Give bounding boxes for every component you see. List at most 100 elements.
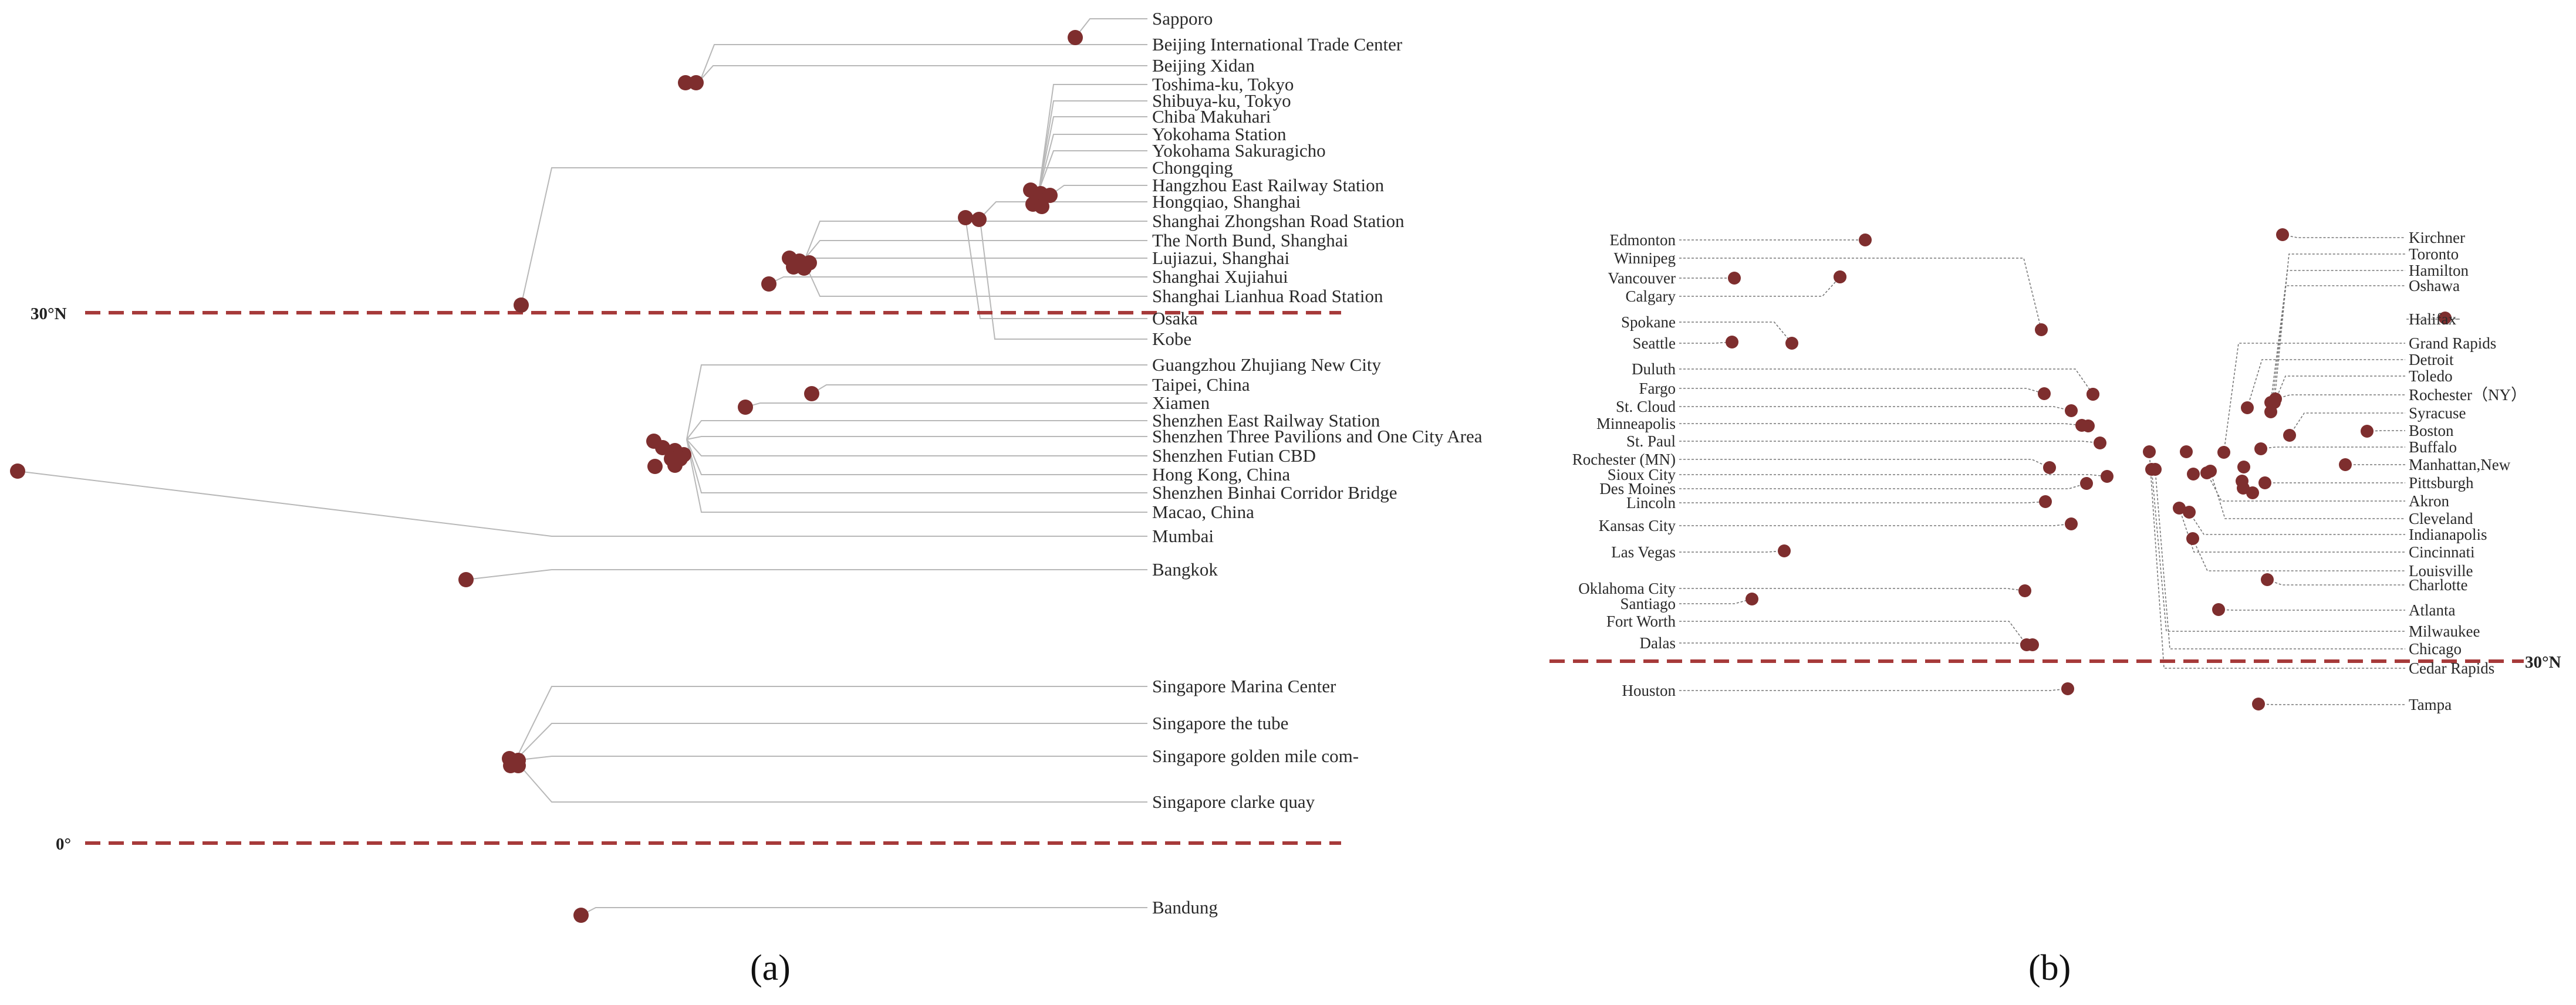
leader-line: [2192, 538, 2405, 571]
city-point: [1042, 188, 1058, 203]
leader-line: [805, 240, 1147, 259]
city-label: Hamilton: [2409, 262, 2469, 279]
leader-line: [686, 439, 1147, 513]
city-point: [2339, 458, 2352, 471]
city-label: Shanghai Zhongshan Road Station: [1152, 211, 1405, 231]
city-label: Toshima-ku, Tokyo: [1152, 74, 1294, 94]
leader-line: [1679, 523, 2072, 526]
city-point: [2183, 506, 2196, 519]
city-label: Sioux City: [1608, 466, 1676, 483]
city-label: Fort Worth: [1606, 613, 1676, 630]
city-label: Guangzhou Zhujiang New City: [1152, 354, 1382, 375]
leader-line: [698, 65, 1147, 83]
city-point: [2080, 477, 2093, 490]
city-point: [2187, 468, 2200, 480]
city-label: Shenzhen Futian CBD: [1152, 445, 1316, 466]
leader-line: [1679, 459, 2050, 468]
city-label: Shibuya-ku, Tokyo: [1152, 90, 1291, 111]
city-label: Beijing Xidan: [1152, 55, 1255, 76]
leader-line: [2274, 253, 2405, 403]
city-point: [2204, 465, 2217, 478]
city-label: Rochester（NY）: [2409, 386, 2527, 404]
city-label: Cleveland: [2409, 510, 2473, 527]
city-point: [2276, 228, 2289, 241]
city-point: [458, 572, 474, 587]
leader-line: [1679, 642, 2033, 645]
city-point: [958, 210, 973, 225]
city-point: [2261, 573, 2274, 586]
city-label: Chongqing: [1152, 157, 1233, 178]
city-point: [2258, 476, 2271, 489]
city-point: [2018, 584, 2031, 597]
leader-line: [980, 220, 1147, 340]
panel-b-city-points: [1726, 228, 2452, 710]
panel-a-city-labels: Sapporo Beijing International Trade Cente…: [1152, 8, 1483, 918]
city-label: Akron: [2409, 492, 2449, 510]
leader-line: [17, 471, 1147, 537]
leader-line: [1679, 276, 1841, 297]
leader-line: [515, 723, 1147, 761]
leader-line: [465, 569, 1147, 580]
city-point: [2212, 603, 2225, 616]
city-point: [2143, 445, 2156, 458]
leader-line: [2258, 703, 2405, 705]
city-label: Des Moines: [1599, 480, 1676, 498]
city-point: [2149, 463, 2162, 476]
city-point: [738, 400, 753, 415]
city-point: [678, 75, 693, 90]
city-label: Manhattan,New: [2409, 456, 2511, 473]
leader-line: [2206, 472, 2405, 502]
city-point: [573, 908, 589, 923]
city-point: [2039, 495, 2052, 508]
leader-line: [745, 402, 1147, 408]
leader-line: [515, 760, 1147, 803]
panel-a-city-points: [10, 30, 1083, 923]
city-point: [655, 440, 670, 455]
city-label: Louisville: [2409, 562, 2473, 580]
panel-b-caption: (b): [2028, 948, 2071, 988]
city-label: Winnipeg: [1614, 249, 1676, 267]
leader-line: [805, 221, 1147, 259]
leader-line: [1049, 185, 1147, 197]
city-label: Lujiazui, Shanghai: [1152, 248, 1290, 268]
leader-line: [1679, 388, 2045, 394]
city-point: [2264, 405, 2277, 418]
city-label: Hong Kong, China: [1152, 464, 1290, 485]
leader-line: [580, 907, 1147, 916]
leader-line: [1038, 84, 1147, 191]
city-label: Lincoln: [1626, 494, 1676, 512]
panel-a-30n-label: 30°N: [31, 304, 67, 323]
city-label: Rochester (MN): [1572, 451, 1676, 468]
city-label: Shanghai Lianhua Road Station: [1152, 286, 1383, 306]
panel-a-leader-lines: [17, 18, 1147, 916]
city-point: [514, 297, 529, 313]
leader-line: [2149, 451, 2405, 669]
city-label: Beijing International Trade Center: [1152, 34, 1403, 55]
leader-line: [2270, 285, 2405, 403]
city-point: [2361, 425, 2374, 438]
city-point: [761, 276, 776, 292]
city-label: Spokane: [1621, 313, 1676, 331]
city-point: [1068, 30, 1083, 45]
city-point: [2035, 323, 2048, 336]
city-label: Singapore golden mile com-: [1152, 746, 1359, 766]
city-label: Atlanta: [2409, 601, 2455, 619]
city-point: [796, 260, 812, 276]
city-label: Seattle: [1633, 334, 1676, 352]
leader-line: [1679, 588, 2025, 591]
leader-line: [1679, 322, 1792, 344]
leader-line: [1679, 423, 2082, 426]
leader-line: [1038, 134, 1147, 191]
city-point: [2101, 470, 2114, 483]
city-point: [1728, 272, 1741, 285]
leader-line: [1038, 150, 1147, 191]
city-point: [2269, 392, 2282, 405]
city-label: Milwaukee: [2409, 622, 2480, 640]
city-label: Boston: [2409, 422, 2454, 439]
city-point: [688, 75, 704, 90]
city-label: St. Paul: [1626, 432, 1676, 450]
leader-line: [1679, 258, 2042, 330]
city-label: St. Cloud: [1616, 398, 1676, 415]
panel-a-asia-map: 30°N 0° Sapporo Beijing International Tra…: [10, 8, 1483, 988]
